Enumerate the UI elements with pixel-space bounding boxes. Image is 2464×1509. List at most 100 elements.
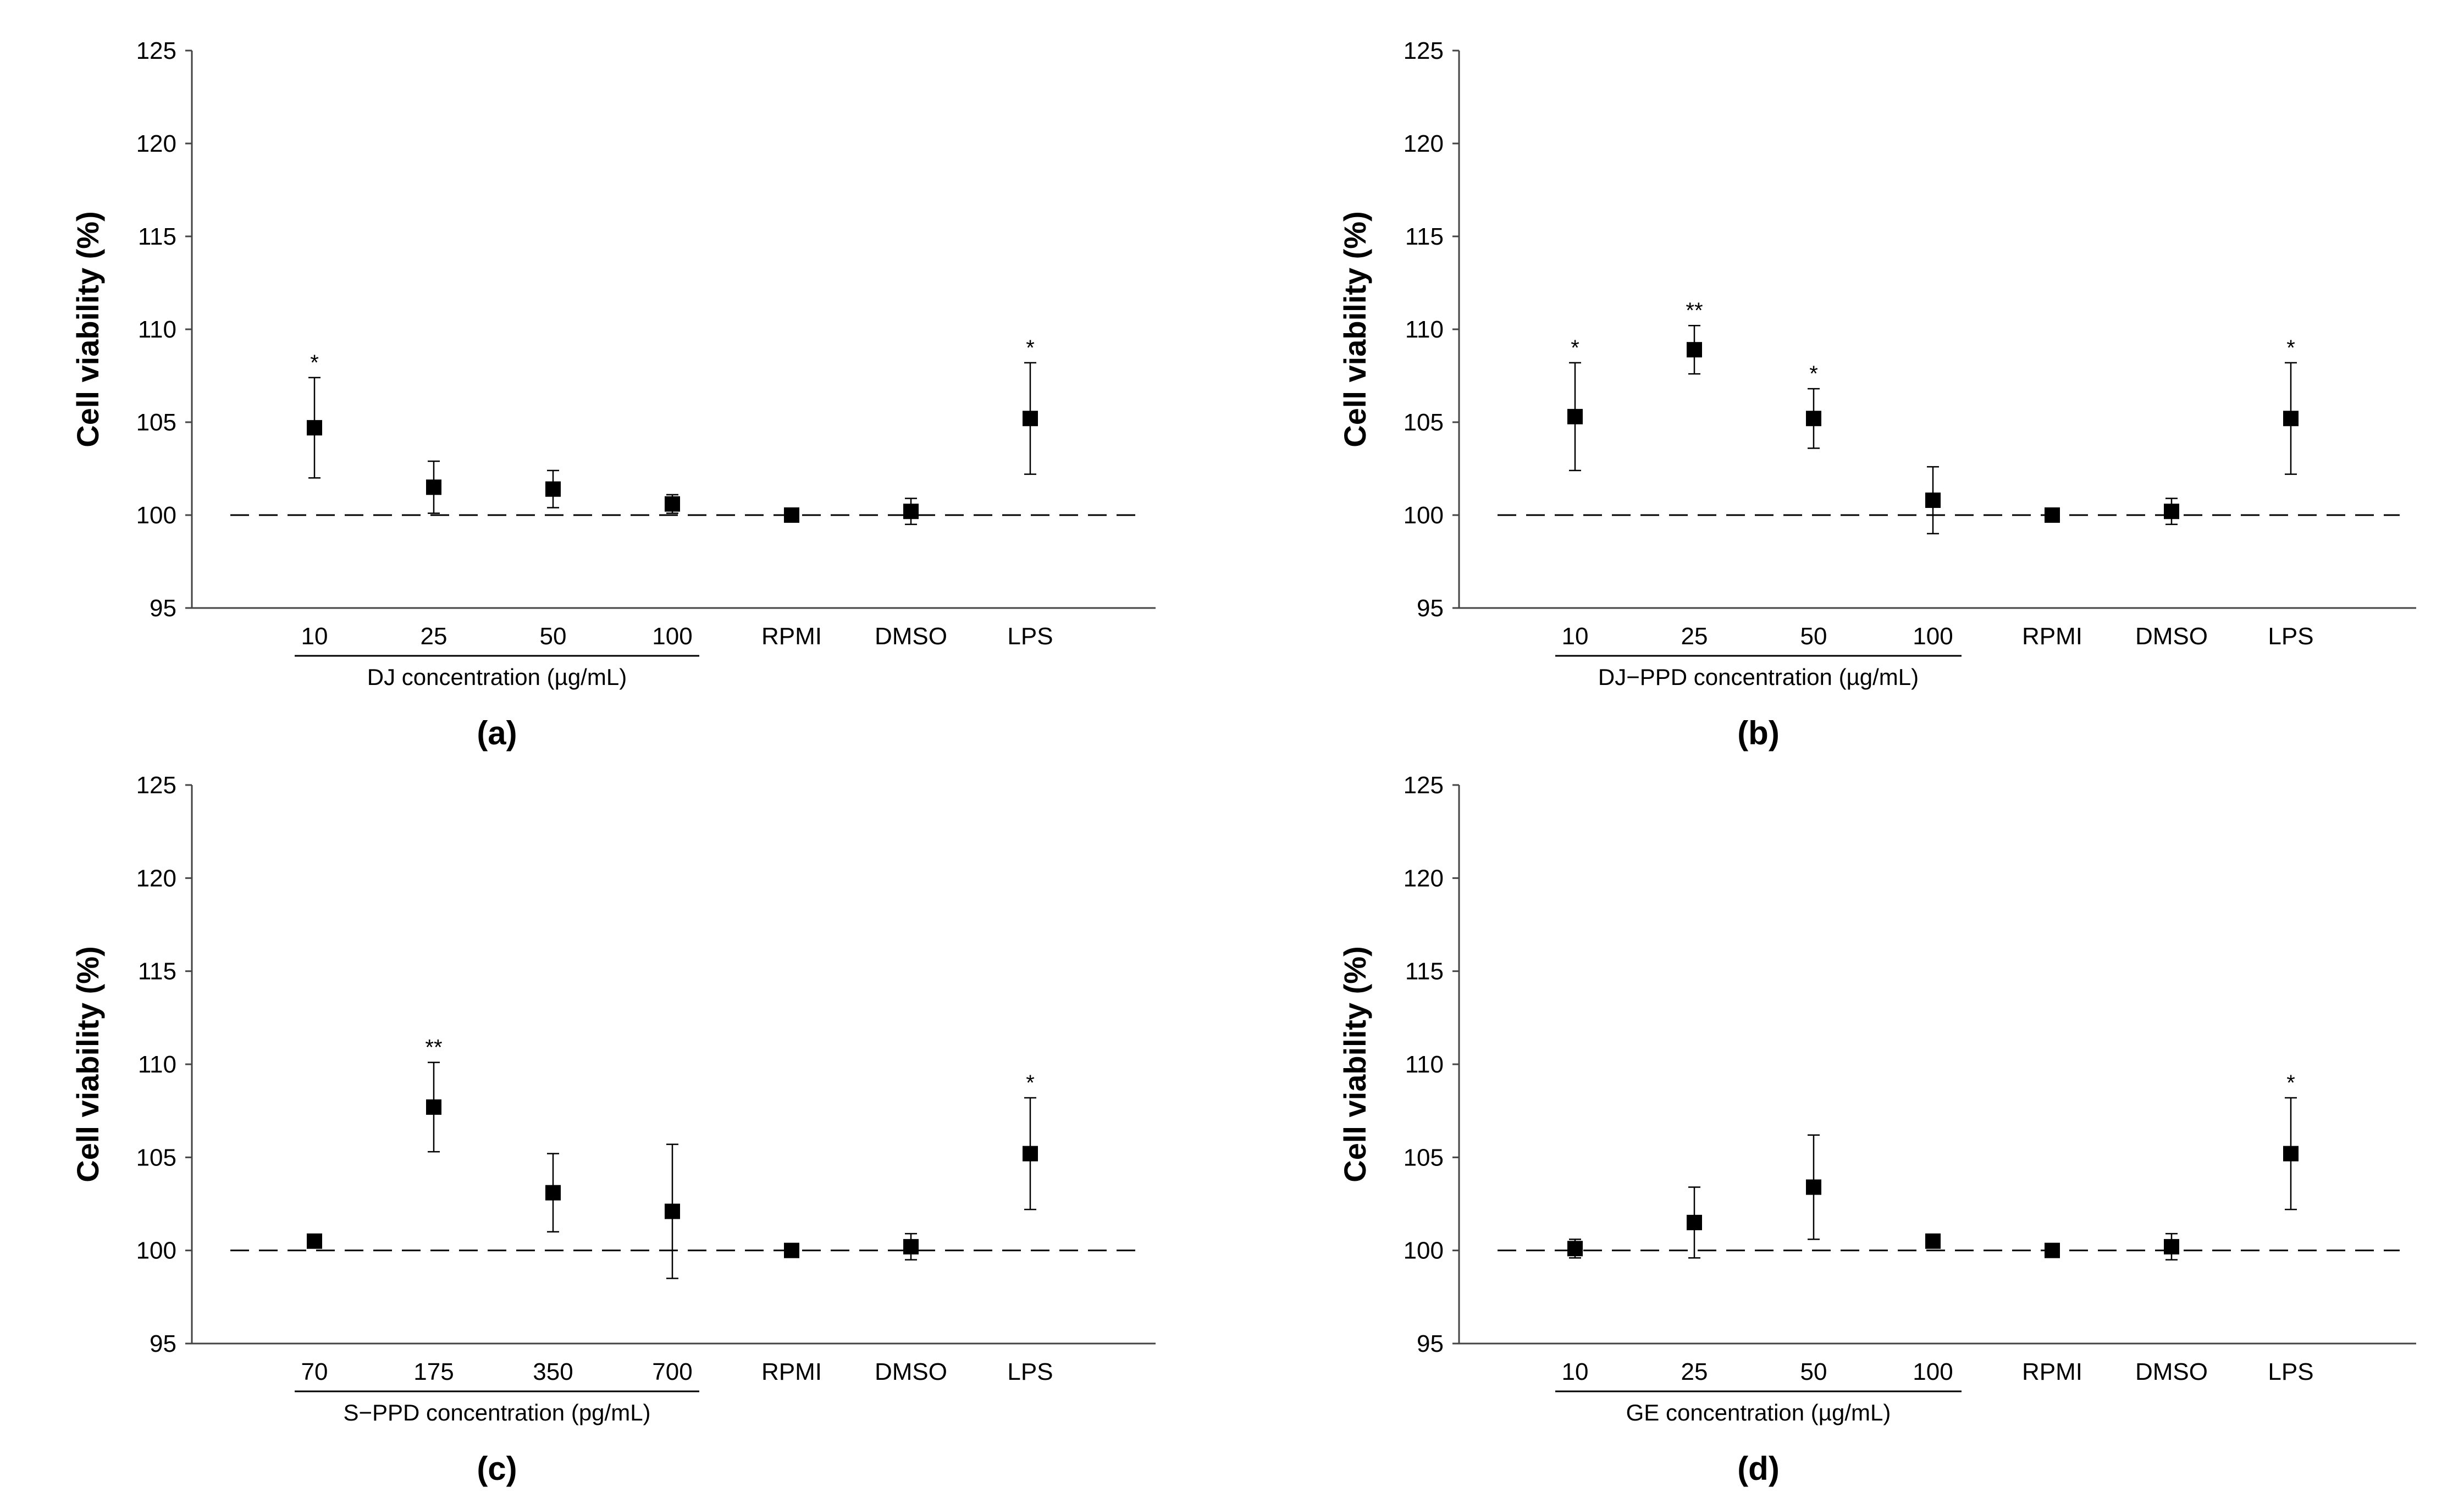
significance-mark: * xyxy=(2286,336,2295,360)
data-point xyxy=(2045,1242,2060,1258)
panel-label: (a) xyxy=(477,715,517,751)
x-tick-label: 50 xyxy=(1800,623,1827,650)
x-tick-label: 50 xyxy=(1800,1358,1827,1385)
x-tick-label: 25 xyxy=(1681,623,1708,650)
x-tick-label: 70 xyxy=(301,1358,328,1385)
group-label: DJ concentration (µg/mL) xyxy=(367,664,627,690)
data-point xyxy=(665,496,680,512)
data-point xyxy=(784,1242,799,1258)
group-label: S−PPD concentration (pg/mL) xyxy=(343,1400,650,1425)
x-tick-label: RPMI xyxy=(761,623,822,650)
y-tick-label: 95 xyxy=(150,595,176,622)
chart-panel-4: 95 100 105 110 115 120 125 Cell viability (%) 10… xyxy=(1338,772,2416,1487)
x-tick-label: 25 xyxy=(421,623,448,650)
y-axis-title: Cell viability (%) xyxy=(1338,211,1372,447)
x-tick-label: RPMI xyxy=(2022,623,2082,650)
y-tick-label: 120 xyxy=(1404,865,1444,892)
x-tick-label: DMSO xyxy=(2135,623,2208,650)
y-tick-label: 115 xyxy=(1405,223,1444,250)
significance-mark: ** xyxy=(1686,299,1703,323)
x-tick-label: 10 xyxy=(301,623,328,650)
x-tick-label: 700 xyxy=(652,1358,692,1385)
panel-label: (b) xyxy=(1737,715,1780,751)
data-point xyxy=(2164,504,2179,519)
y-tick-label: 105 xyxy=(136,409,176,436)
significance-mark: ** xyxy=(425,1036,442,1060)
y-tick-label: 100 xyxy=(1404,1237,1444,1264)
x-tick-label: DMSO xyxy=(875,623,947,650)
significance-mark: * xyxy=(1026,336,1035,360)
panel-label: (c) xyxy=(477,1450,517,1487)
x-tick-label: LPS xyxy=(2268,623,2313,650)
y-tick-label: 120 xyxy=(136,865,176,892)
x-tick-label: 100 xyxy=(1913,623,1953,650)
data-point xyxy=(545,1185,561,1201)
x-tick-label: LPS xyxy=(1007,623,1053,650)
data-point xyxy=(1925,492,1941,508)
y-tick-label: 125 xyxy=(1404,772,1444,799)
data-point xyxy=(1925,1233,1941,1249)
data-point xyxy=(2045,507,2060,523)
data-point xyxy=(1687,1214,1702,1230)
y-axis-title: Cell viability (%) xyxy=(70,946,105,1182)
data-point xyxy=(665,1203,680,1219)
data-point xyxy=(307,420,322,436)
data-point xyxy=(307,1233,322,1249)
y-tick-label: 110 xyxy=(1405,316,1444,343)
significance-mark: * xyxy=(1809,362,1818,386)
x-tick-label: 10 xyxy=(1562,623,1589,650)
significance-mark: * xyxy=(1571,336,1579,360)
data-point xyxy=(1806,411,1821,427)
y-tick-label: 95 xyxy=(150,1330,176,1357)
y-tick-label: 95 xyxy=(1417,1330,1444,1357)
y-tick-label: 110 xyxy=(1405,1051,1444,1078)
data-point xyxy=(784,507,799,523)
y-tick-label: 125 xyxy=(1404,37,1444,64)
x-tick-label: 50 xyxy=(540,623,567,650)
data-point xyxy=(1023,1146,1038,1162)
y-tick-label: 120 xyxy=(1404,130,1444,157)
y-tick-label: 105 xyxy=(136,1144,176,1171)
group-label: DJ−PPD concentration (µg/mL) xyxy=(1598,664,1919,690)
x-tick-label: LPS xyxy=(1007,1358,1053,1385)
y-tick-label: 125 xyxy=(136,772,176,799)
x-tick-label: 100 xyxy=(652,623,692,650)
y-tick-label: 105 xyxy=(1404,1144,1444,1171)
data-point xyxy=(2283,1146,2299,1162)
y-tick-label: 100 xyxy=(1404,502,1444,529)
y-tick-label: 100 xyxy=(136,502,176,529)
data-point xyxy=(426,479,441,495)
data-point xyxy=(903,1239,919,1254)
y-tick-label: 105 xyxy=(1404,409,1444,436)
significance-mark: * xyxy=(310,351,319,375)
y-tick-label: 115 xyxy=(138,958,176,985)
data-point xyxy=(2164,1239,2179,1254)
y-tick-label: 120 xyxy=(136,130,176,157)
x-tick-label: RPMI xyxy=(761,1358,822,1385)
y-tick-label: 95 xyxy=(1417,595,1444,622)
x-tick-label: DMSO xyxy=(2135,1358,2208,1385)
data-point xyxy=(1806,1179,1821,1195)
data-point xyxy=(1567,408,1583,424)
y-axis-title: Cell viability (%) xyxy=(1338,946,1372,1182)
chart-panel-2: 95 100 105 110 115 120 125 Cell viability (%) 10… xyxy=(1338,37,2416,751)
panel-label: (d) xyxy=(1737,1450,1780,1487)
data-point xyxy=(2283,411,2299,427)
data-point xyxy=(1023,411,1038,427)
y-tick-label: 115 xyxy=(1405,958,1444,985)
data-point xyxy=(426,1099,441,1115)
chart-panel-3: 95 100 105 110 115 120 125 Cell viability (%) 70… xyxy=(70,772,1156,1487)
y-tick-label: 110 xyxy=(138,316,176,343)
x-tick-label: RPMI xyxy=(2022,1358,2082,1385)
x-tick-label: 175 xyxy=(413,1358,454,1385)
significance-mark: * xyxy=(1026,1071,1035,1095)
data-point xyxy=(545,481,561,497)
data-point xyxy=(1687,342,1702,358)
x-tick-label: 100 xyxy=(1913,1358,1953,1385)
y-tick-label: 110 xyxy=(138,1051,176,1078)
group-label: GE concentration (µg/mL) xyxy=(1626,1400,1891,1425)
data-point xyxy=(1567,1241,1583,1257)
data-point xyxy=(903,504,919,519)
significance-mark: * xyxy=(2286,1071,2295,1095)
x-tick-label: DMSO xyxy=(875,1358,947,1385)
